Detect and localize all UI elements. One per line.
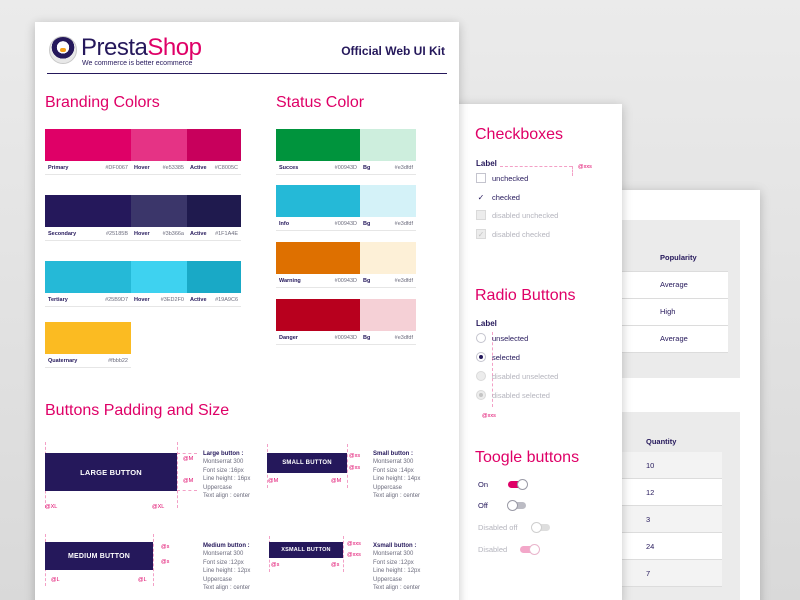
toggle-switch[interactable] [508,479,528,490]
radio-unselected[interactable]: unselected [476,333,528,343]
radio-disabled-selected: disabled selected [476,390,550,400]
radio-circle [476,390,486,400]
small-button[interactable]: SMALL BUTTON [267,453,347,473]
radio-disabled-unselected: disabled unselected [476,371,558,381]
checkbox-box [476,210,486,220]
secondary-active-color [187,195,241,227]
warning-color [276,242,360,274]
secondary-swatch-row: Secondary #25185B Hover #3b366a Active #1F1… [45,195,241,241]
radio-circle[interactable] [476,352,486,362]
xsmall-button-spec: Xsmall button : Montserrat 300 Font size :… [373,543,421,592]
info-color [276,185,360,217]
logo: PrestaShop [81,34,202,61]
checkbox-disabled-unchecked: disabled unchecked [476,210,558,220]
toggle-switch[interactable] [507,500,526,511]
danger-bg-color [360,299,416,331]
check-icon: ✓ [476,229,486,239]
checkbox-unchecked[interactable]: unchecked [476,173,528,183]
success-color [276,129,360,161]
quaternary-swatch-row: Quaternary #fbbb22 [45,322,131,368]
radio-circle[interactable] [476,333,486,343]
radio-label: Label [476,319,497,328]
large-button[interactable]: LARGE BUTTON [45,453,177,491]
info-swatch-row: Info #00943D Bg #e3dfdf [276,185,416,231]
large-button-spec: Large button : Montserrat 300 Font size :1… [203,451,251,500]
info-bg-color [360,185,416,217]
radio-buttons-title: Radio Buttons [475,287,576,304]
status-color-title: Status Color [276,94,365,111]
primary-active-color [187,129,241,161]
checkbox-box[interactable] [476,173,486,183]
buttons-padding-title: Buttons Padding and Size [45,402,230,419]
toggle-disabled-on: Disabled [478,544,540,555]
quaternary-color [45,322,131,354]
warning-bg-color [360,242,416,274]
branding-colors-title: Branding Colors [45,94,160,111]
medium-button[interactable]: MEDIUM BUTTON [45,542,153,570]
controls-sheet: Checkboxes Label @xxs unchecked ✓ checked… [440,104,622,600]
toggle-off[interactable]: Off [478,500,526,511]
tertiary-hover-color [131,261,187,293]
tagline: We commerce is better ecommerce [82,60,193,67]
check-icon[interactable]: ✓ [477,192,485,202]
page-title: Official Web UI Kit [341,44,445,58]
small-button-spec: Small button : Montserrat 300 Font size :1… [373,451,421,500]
danger-color [276,299,360,331]
danger-swatch-row: Danger #00943D Bg #e3dfdf [276,299,416,345]
quantity-header: Quantity [646,437,677,446]
toggle-on[interactable]: On [478,479,528,490]
toggle-disabled-off: Disabled off [478,522,550,533]
table-sheet: Popularity Average High Average ry Quant… [594,190,760,600]
toggle-switch [520,544,540,555]
radio-selected[interactable]: selected [476,352,520,362]
success-swatch-row: Succes #00943D Bg #e3dfdf [276,129,416,175]
medium-button-spec: Medium button : Montserrat 300 Font size :… [203,543,251,592]
divider [47,73,447,74]
main-sheet: PrestaShop We commerce is better ecommer… [35,22,459,600]
tertiary-active-color [187,261,241,293]
xsmall-button[interactable]: XSMALL BUTTON [269,542,343,558]
primary-hover-color [131,129,187,161]
secondary-color [45,195,131,227]
toggle-buttons-title: Toogle buttons [475,449,580,466]
primary-swatch-row: Primary #DF0067 Hover #e53385 Active #C8005… [45,129,241,175]
tertiary-swatch-row: Tertiary #25B9D7 Hover #3ED2F0 Active #19A9… [45,261,241,307]
secondary-hover-color [131,195,187,227]
radio-circle [476,371,486,381]
warning-swatch-row: Warning #00943D Bg #e3dfdf [276,242,416,288]
success-bg-color [360,129,416,161]
checkbox-label: Label [476,159,497,168]
checkboxes-title: Checkboxes [475,126,564,143]
checkbox-checked[interactable]: ✓ checked [477,192,520,202]
checkbox-disabled-checked: ✓ disabled checked [476,229,550,239]
toggle-switch [531,522,550,533]
tertiary-color [45,261,131,293]
primary-color [45,129,131,161]
